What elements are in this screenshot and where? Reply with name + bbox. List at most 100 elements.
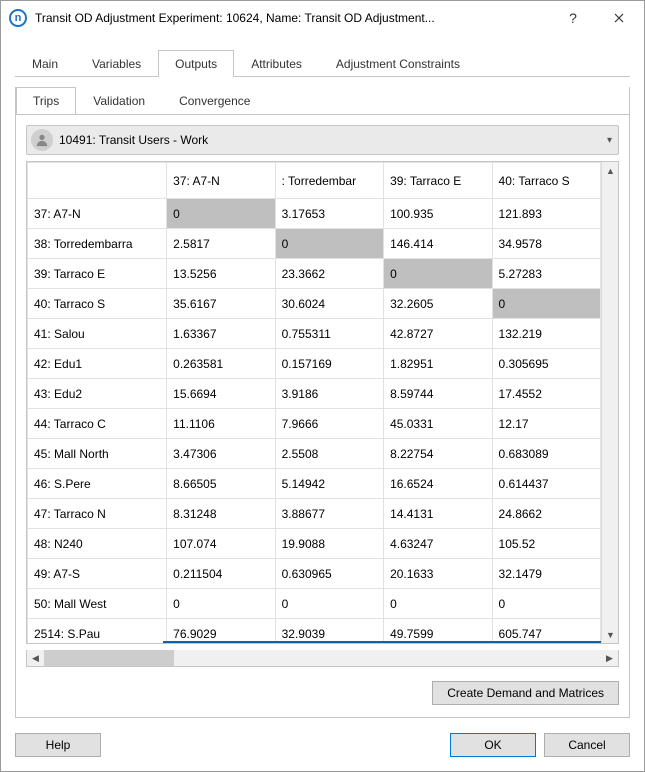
table-cell[interactable]: 0.263581 [167,349,275,379]
table-cell[interactable]: 19.9088 [275,529,383,559]
table-cell[interactable]: 8.22754 [384,439,492,469]
table-cell[interactable]: 132.219 [492,319,600,349]
table-cell[interactable]: 0 [492,289,600,319]
table-cell[interactable]: 0 [384,259,492,289]
table-cell[interactable]: 0 [384,589,492,619]
tab-adjustment-constraints[interactable]: Adjustment Constraints [319,50,477,77]
row-header[interactable]: 46: S.Pere [28,469,167,499]
tab-variables[interactable]: Variables [75,50,158,77]
transit-users-selector[interactable]: 10491: Transit Users - Work ▾ [26,125,619,155]
table-cell[interactable]: 0.683089 [492,439,600,469]
table-cell[interactable]: 7.9666 [275,409,383,439]
col-header[interactable]: 37: A7-N [167,163,275,199]
row-header[interactable]: 43: Edu2 [28,379,167,409]
col-header[interactable]: : Torredembar [275,163,383,199]
help-button[interactable]: Help [15,733,101,757]
table-cell[interactable]: 49.7599 [384,619,492,644]
table-cell[interactable]: 0 [492,589,600,619]
table-cell[interactable]: 121.893 [492,199,600,229]
row-header[interactable]: 47: Tarraco N [28,499,167,529]
table-cell[interactable]: 32.9039 [275,619,383,644]
tab-main[interactable]: Main [15,50,75,77]
inner-tab-validation[interactable]: Validation [76,87,162,114]
table-cell[interactable]: 2.5817 [167,229,275,259]
table-cell[interactable]: 0.305695 [492,349,600,379]
table-cell[interactable]: 34.9578 [492,229,600,259]
hscroll-track[interactable] [44,650,601,666]
table-cell[interactable]: 17.4552 [492,379,600,409]
row-header[interactable]: 2514: S.Pau [28,619,167,644]
table-cell[interactable]: 8.66505 [167,469,275,499]
table-cell[interactable]: 30.6024 [275,289,383,319]
table-cell[interactable]: 0 [167,589,275,619]
row-header[interactable]: 44: Tarraco C [28,409,167,439]
table-cell[interactable]: 3.17653 [275,199,383,229]
table-cell[interactable]: 42.8727 [384,319,492,349]
table-cell[interactable]: 0 [275,589,383,619]
inner-tab-trips[interactable]: Trips [16,87,76,114]
row-header[interactable]: 45: Mall North [28,439,167,469]
table-cell[interactable]: 0.211504 [167,559,275,589]
horizontal-scrollbar[interactable]: ◀ ▶ [26,650,619,667]
titlebar-close-button[interactable] [596,3,642,33]
table-cell[interactable]: 20.1633 [384,559,492,589]
row-header[interactable]: 38: Torredembarra [28,229,167,259]
table-cell[interactable]: 3.88677 [275,499,383,529]
inner-tab-convergence[interactable]: Convergence [162,87,267,114]
row-header[interactable]: 40: Tarraco S [28,289,167,319]
titlebar-help-button[interactable]: ? [550,3,596,33]
table-cell[interactable]: 16.6524 [384,469,492,499]
scroll-left-icon[interactable]: ◀ [27,650,44,667]
table-cell[interactable]: 0.630965 [275,559,383,589]
table-cell[interactable]: 8.31248 [167,499,275,529]
col-header[interactable]: 39: Tarraco E [384,163,492,199]
scroll-right-icon[interactable]: ▶ [601,650,618,667]
row-header[interactable]: 48: N240 [28,529,167,559]
table-cell[interactable]: 4.63247 [384,529,492,559]
table-cell[interactable]: 0.614437 [492,469,600,499]
table-cell[interactable]: 1.63367 [167,319,275,349]
ok-button[interactable]: OK [450,733,536,757]
table-cell[interactable]: 0.755311 [275,319,383,349]
table-cell[interactable]: 76.9029 [167,619,275,644]
col-header[interactable]: 40: Tarraco S [492,163,600,199]
cancel-button[interactable]: Cancel [544,733,630,757]
tab-attributes[interactable]: Attributes [234,50,319,77]
table-cell[interactable]: 0 [275,229,383,259]
table-cell[interactable]: 3.47306 [167,439,275,469]
scroll-up-icon[interactable]: ▲ [602,162,619,179]
table-cell[interactable]: 3.9186 [275,379,383,409]
row-header[interactable]: 49: A7-S [28,559,167,589]
table-cell[interactable]: 8.59744 [384,379,492,409]
row-header[interactable]: 42: Edu1 [28,349,167,379]
row-header[interactable]: 50: Mall West [28,589,167,619]
tab-outputs[interactable]: Outputs [158,50,234,77]
table-cell[interactable]: 5.27283 [492,259,600,289]
table-cell[interactable]: 1.82951 [384,349,492,379]
table-cell[interactable]: 0 [167,199,275,229]
row-header[interactable]: 41: Salou [28,319,167,349]
table-cell[interactable]: 2.5508 [275,439,383,469]
scroll-down-icon[interactable]: ▼ [602,626,619,643]
table-cell[interactable]: 107.074 [167,529,275,559]
table-cell[interactable]: 35.6167 [167,289,275,319]
hscroll-thumb[interactable] [44,650,174,666]
table-cell[interactable]: 45.0331 [384,409,492,439]
table-cell[interactable]: 13.5256 [167,259,275,289]
table-cell[interactable]: 5.14942 [275,469,383,499]
row-header[interactable]: 37: A7-N [28,199,167,229]
table-cell[interactable]: 11.1106 [167,409,275,439]
table-cell[interactable]: 100.935 [384,199,492,229]
table-cell[interactable]: 605.747 [492,619,600,644]
table-cell[interactable]: 32.1479 [492,559,600,589]
table-cell[interactable]: 12.17 [492,409,600,439]
create-demand-button[interactable]: Create Demand and Matrices [432,681,619,705]
table-cell[interactable]: 146.414 [384,229,492,259]
table-cell[interactable]: 24.8662 [492,499,600,529]
vertical-scrollbar[interactable]: ▲ ▼ [601,162,618,643]
table-cell[interactable]: 32.2605 [384,289,492,319]
table-cell[interactable]: 23.3662 [275,259,383,289]
table-cell[interactable]: 14.4131 [384,499,492,529]
table-cell[interactable]: 15.6694 [167,379,275,409]
table-cell[interactable]: 0.157169 [275,349,383,379]
